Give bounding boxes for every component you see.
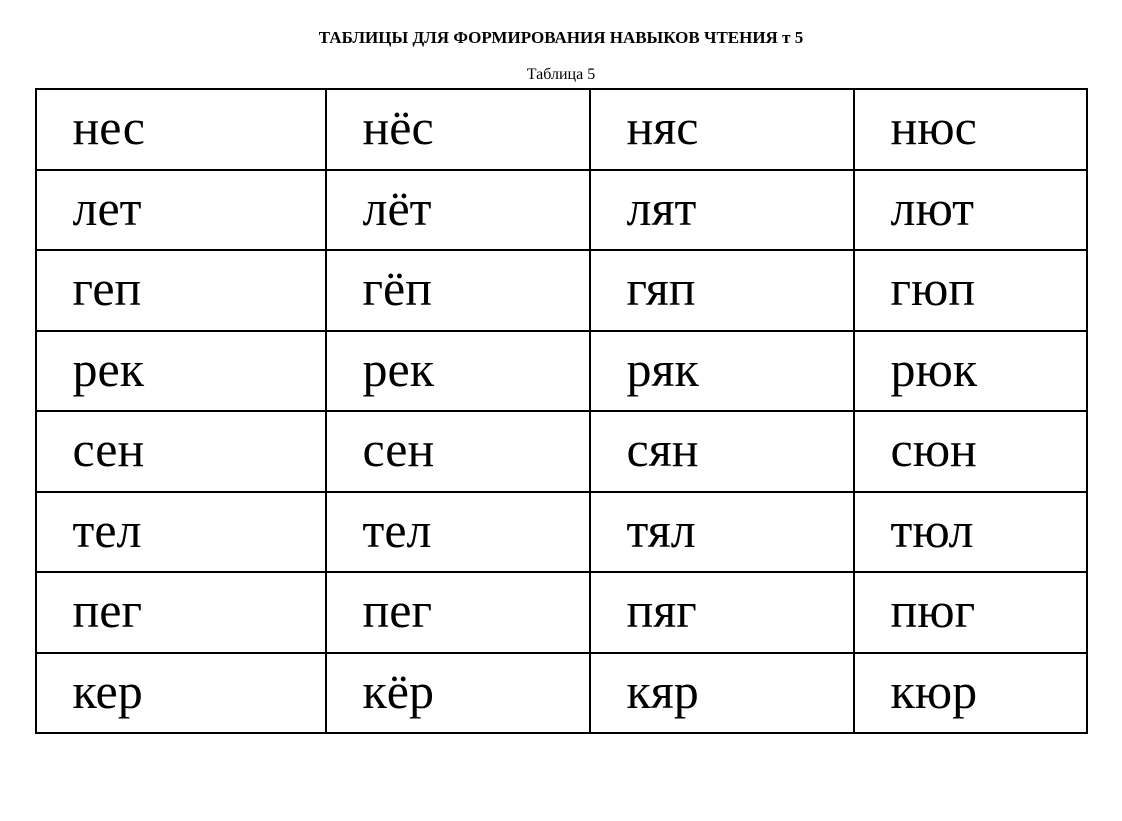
syllable-cell: геп: [36, 250, 326, 331]
syllable-cell: тел: [36, 492, 326, 573]
syllable-cell: пюг: [854, 572, 1087, 653]
syllable-cell: нюс: [854, 89, 1087, 170]
syllable-cell: нес: [36, 89, 326, 170]
syllable-table: нес нёс няс нюс лет лёт лят лют геп гёп …: [35, 88, 1088, 734]
syllable-cell: лет: [36, 170, 326, 251]
syllable-cell: сюн: [854, 411, 1087, 492]
table-row: сен сен сян сюн: [36, 411, 1087, 492]
syllable-cell: тюл: [854, 492, 1087, 573]
syllable-cell: гяп: [590, 250, 854, 331]
syllable-cell: сен: [36, 411, 326, 492]
syllable-cell: сен: [326, 411, 590, 492]
syllable-cell: лят: [590, 170, 854, 251]
syllable-cell: кёр: [326, 653, 590, 734]
syllable-cell: сян: [590, 411, 854, 492]
table-row: лет лёт лят лют: [36, 170, 1087, 251]
syllable-cell: пяг: [590, 572, 854, 653]
syllable-cell: кюр: [854, 653, 1087, 734]
syllable-cell: ряк: [590, 331, 854, 412]
syllable-cell: кяр: [590, 653, 854, 734]
table-row: геп гёп гяп гюп: [36, 250, 1087, 331]
syllable-cell: тел: [326, 492, 590, 573]
table-row: тел тел тял тюл: [36, 492, 1087, 573]
syllable-cell: нёс: [326, 89, 590, 170]
page-title: ТАБЛИЦЫ ДЛЯ ФОРМИРОВАНИЯ НАВЫКОВ ЧТЕНИЯ …: [0, 28, 1122, 48]
syllable-cell: рек: [36, 331, 326, 412]
syllable-cell: тял: [590, 492, 854, 573]
syllable-cell: гёп: [326, 250, 590, 331]
syllable-cell: лют: [854, 170, 1087, 251]
syllable-cell: няс: [590, 89, 854, 170]
syllable-cell: кер: [36, 653, 326, 734]
syllable-cell: рек: [326, 331, 590, 412]
syllable-cell: пег: [326, 572, 590, 653]
table-row: нес нёс няс нюс: [36, 89, 1087, 170]
table-row: кер кёр кяр кюр: [36, 653, 1087, 734]
syllable-cell: гюп: [854, 250, 1087, 331]
table-row: пег пег пяг пюг: [36, 572, 1087, 653]
table-caption: Таблица 5: [0, 66, 1122, 84]
syllable-cell: лёт: [326, 170, 590, 251]
syllable-cell: рюк: [854, 331, 1087, 412]
syllable-cell: пег: [36, 572, 326, 653]
table-row: рек рек ряк рюк: [36, 331, 1087, 412]
